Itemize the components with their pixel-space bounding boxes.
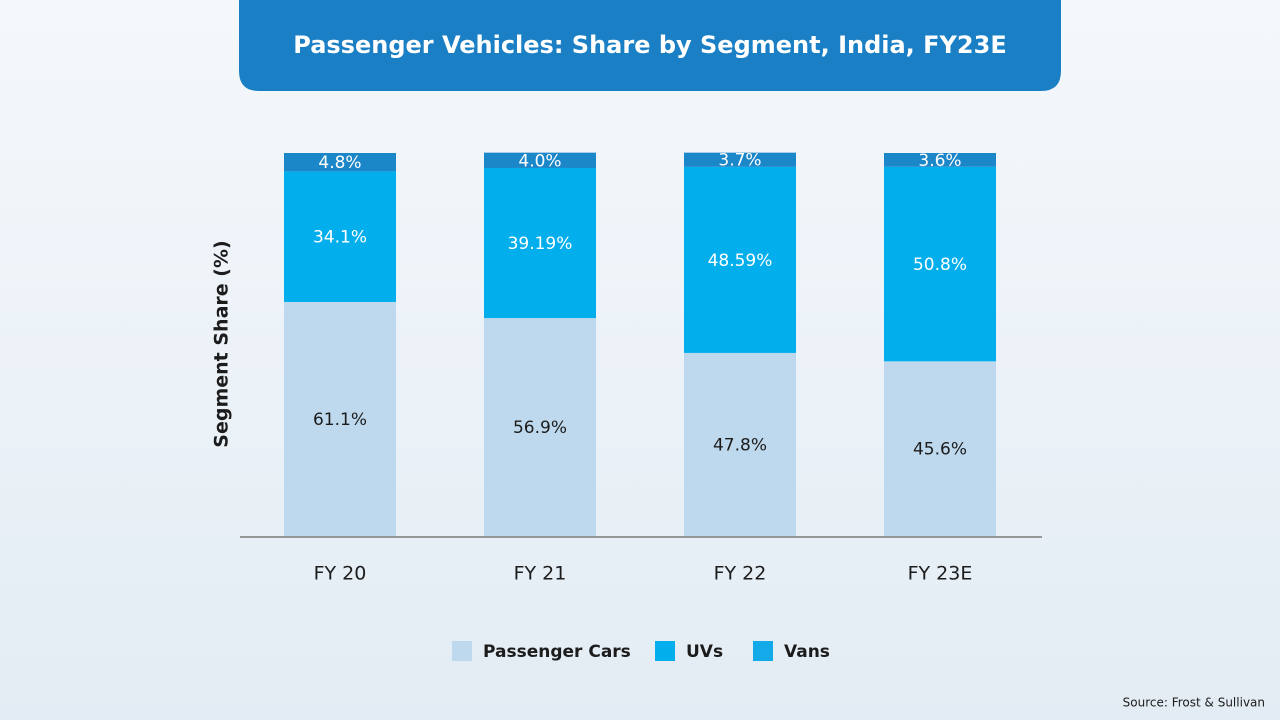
legend-swatch — [655, 641, 675, 661]
legend-label: UVs — [686, 642, 723, 662]
value-label: 45.6% — [913, 440, 967, 460]
legend-swatch — [753, 641, 773, 661]
value-label: 34.1% — [313, 228, 367, 248]
legend-label: Passenger Cars — [483, 642, 631, 662]
bar-segment — [684, 352, 796, 536]
value-label: 50.8% — [913, 255, 967, 275]
chart-title: Passenger Vehicles: Share by Segment, In… — [293, 31, 1006, 59]
source: Source: Frost & Sullivan — [1123, 696, 1265, 710]
x-tick-label: FY 22 — [714, 563, 767, 585]
bar-segment — [884, 166, 996, 362]
x-tick-label: FY 20 — [314, 563, 367, 585]
bar-segment — [484, 167, 596, 319]
x-tick-label: FY 21 — [514, 563, 567, 585]
legend-swatch — [452, 641, 472, 661]
bar-segment — [884, 153, 996, 167]
bar-segment — [284, 171, 396, 302]
value-label: 61.1% — [313, 410, 367, 430]
bar-segment — [284, 301, 396, 536]
value-label: 56.9% — [513, 418, 567, 438]
value-label: 3.7% — [718, 151, 761, 171]
value-label: 4.8% — [318, 153, 361, 173]
value-label: 39.19% — [508, 234, 573, 254]
value-label: 3.6% — [918, 151, 961, 171]
bar-segment — [684, 166, 796, 353]
bar-segment — [684, 152, 796, 167]
y-axis-label: Segment Share (%) — [211, 240, 233, 447]
value-label: 48.59% — [708, 251, 773, 271]
x-tick-label: FY 23E — [908, 563, 973, 585]
title-banner — [239, 0, 1061, 91]
value-label: 4.0% — [518, 151, 561, 171]
bar-segment — [284, 153, 396, 172]
bar-segment — [884, 361, 996, 536]
bar-segment — [484, 318, 596, 536]
value-label: 47.8% — [713, 435, 767, 455]
bar-segment — [484, 152, 596, 168]
legend-label: Vans — [784, 642, 830, 662]
